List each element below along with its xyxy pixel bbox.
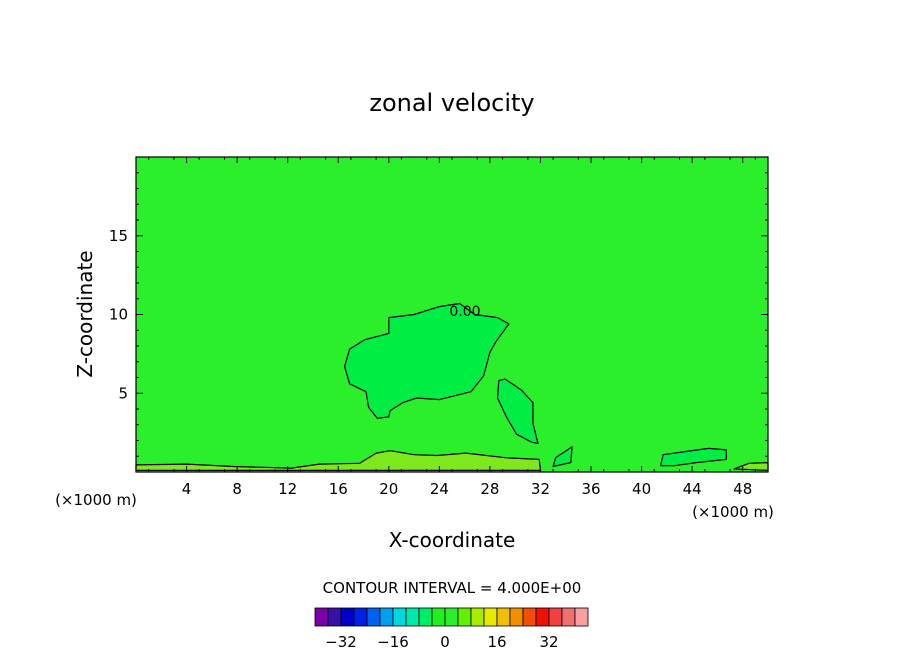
x-tick-label: 8	[232, 480, 242, 498]
x-unit-left: (×1000 m)	[55, 491, 137, 509]
colorbar-swatch	[314, 607, 329, 627]
colorbar-swatch	[574, 607, 589, 627]
colorbar-swatch	[392, 607, 407, 627]
x-tick-label: 44	[683, 480, 702, 498]
colorbar-swatch	[366, 607, 381, 627]
contour-surface-cell-mid	[552, 446, 573, 468]
x-tick-label: 4	[182, 480, 192, 498]
y-tick-label: 15	[109, 227, 128, 245]
colorbar-swatch	[327, 607, 342, 627]
colorbar-tick-label: −32	[325, 633, 357, 651]
x-tick-label: 24	[430, 480, 449, 498]
colorbar-swatch	[470, 607, 485, 627]
colorbar-tick-label: 0	[440, 633, 450, 651]
contour-interval-text: CONTOUR INTERVAL = 4.000E+00	[323, 579, 582, 597]
x-tick-label: 12	[278, 480, 297, 498]
colorbar-swatch	[379, 607, 394, 627]
y-tick-label: 5	[118, 384, 128, 402]
chart-title: zonal velocity	[369, 89, 534, 117]
colorbar-tick-label: 16	[487, 633, 506, 651]
colorbar-swatch	[444, 607, 459, 627]
colorbar-swatch	[457, 607, 472, 627]
colorbar-swatch	[561, 607, 576, 627]
contour-regions	[135, 302, 769, 471]
colorbar-swatch	[483, 607, 498, 627]
y-axis-label: Z-coordinate	[73, 250, 97, 377]
contour-negative-velocity-blob	[344, 302, 510, 419]
colorbar-swatch	[340, 607, 355, 627]
colorbar-tick-label: 32	[539, 633, 558, 651]
x-tick-label: 36	[581, 480, 600, 498]
contour-negative-velocity-lobe	[496, 378, 539, 445]
x-tick-label: 48	[733, 480, 752, 498]
contour-surface-positive-layer	[135, 450, 542, 471]
x-tick-label: 40	[632, 480, 651, 498]
colorbar-swatch	[535, 607, 550, 627]
contour-zero-label: 0.00	[449, 304, 480, 320]
x-tick-label: 32	[531, 480, 550, 498]
contour-surface-cell-east	[659, 447, 727, 467]
y-tick-label: 10	[109, 306, 128, 324]
colorbar: −32 −16 0 16 32	[314, 607, 589, 651]
colorbar-swatch	[509, 607, 524, 627]
x-axis-label: X-coordinate	[389, 528, 516, 552]
x-unit-right: (×1000 m)	[692, 503, 774, 521]
x-tick-label: 28	[480, 480, 499, 498]
colorbar-swatch	[418, 607, 433, 627]
colorbar-swatch	[431, 607, 446, 627]
colorbar-swatch	[405, 607, 420, 627]
colorbar-swatch	[548, 607, 563, 627]
colorbar-swatch	[496, 607, 511, 627]
colorbar-swatch	[353, 607, 368, 627]
x-tick-label: 20	[379, 480, 398, 498]
x-tick-label: 16	[329, 480, 348, 498]
colorbar-swatch	[522, 607, 537, 627]
colorbar-tick-label: −16	[377, 633, 409, 651]
